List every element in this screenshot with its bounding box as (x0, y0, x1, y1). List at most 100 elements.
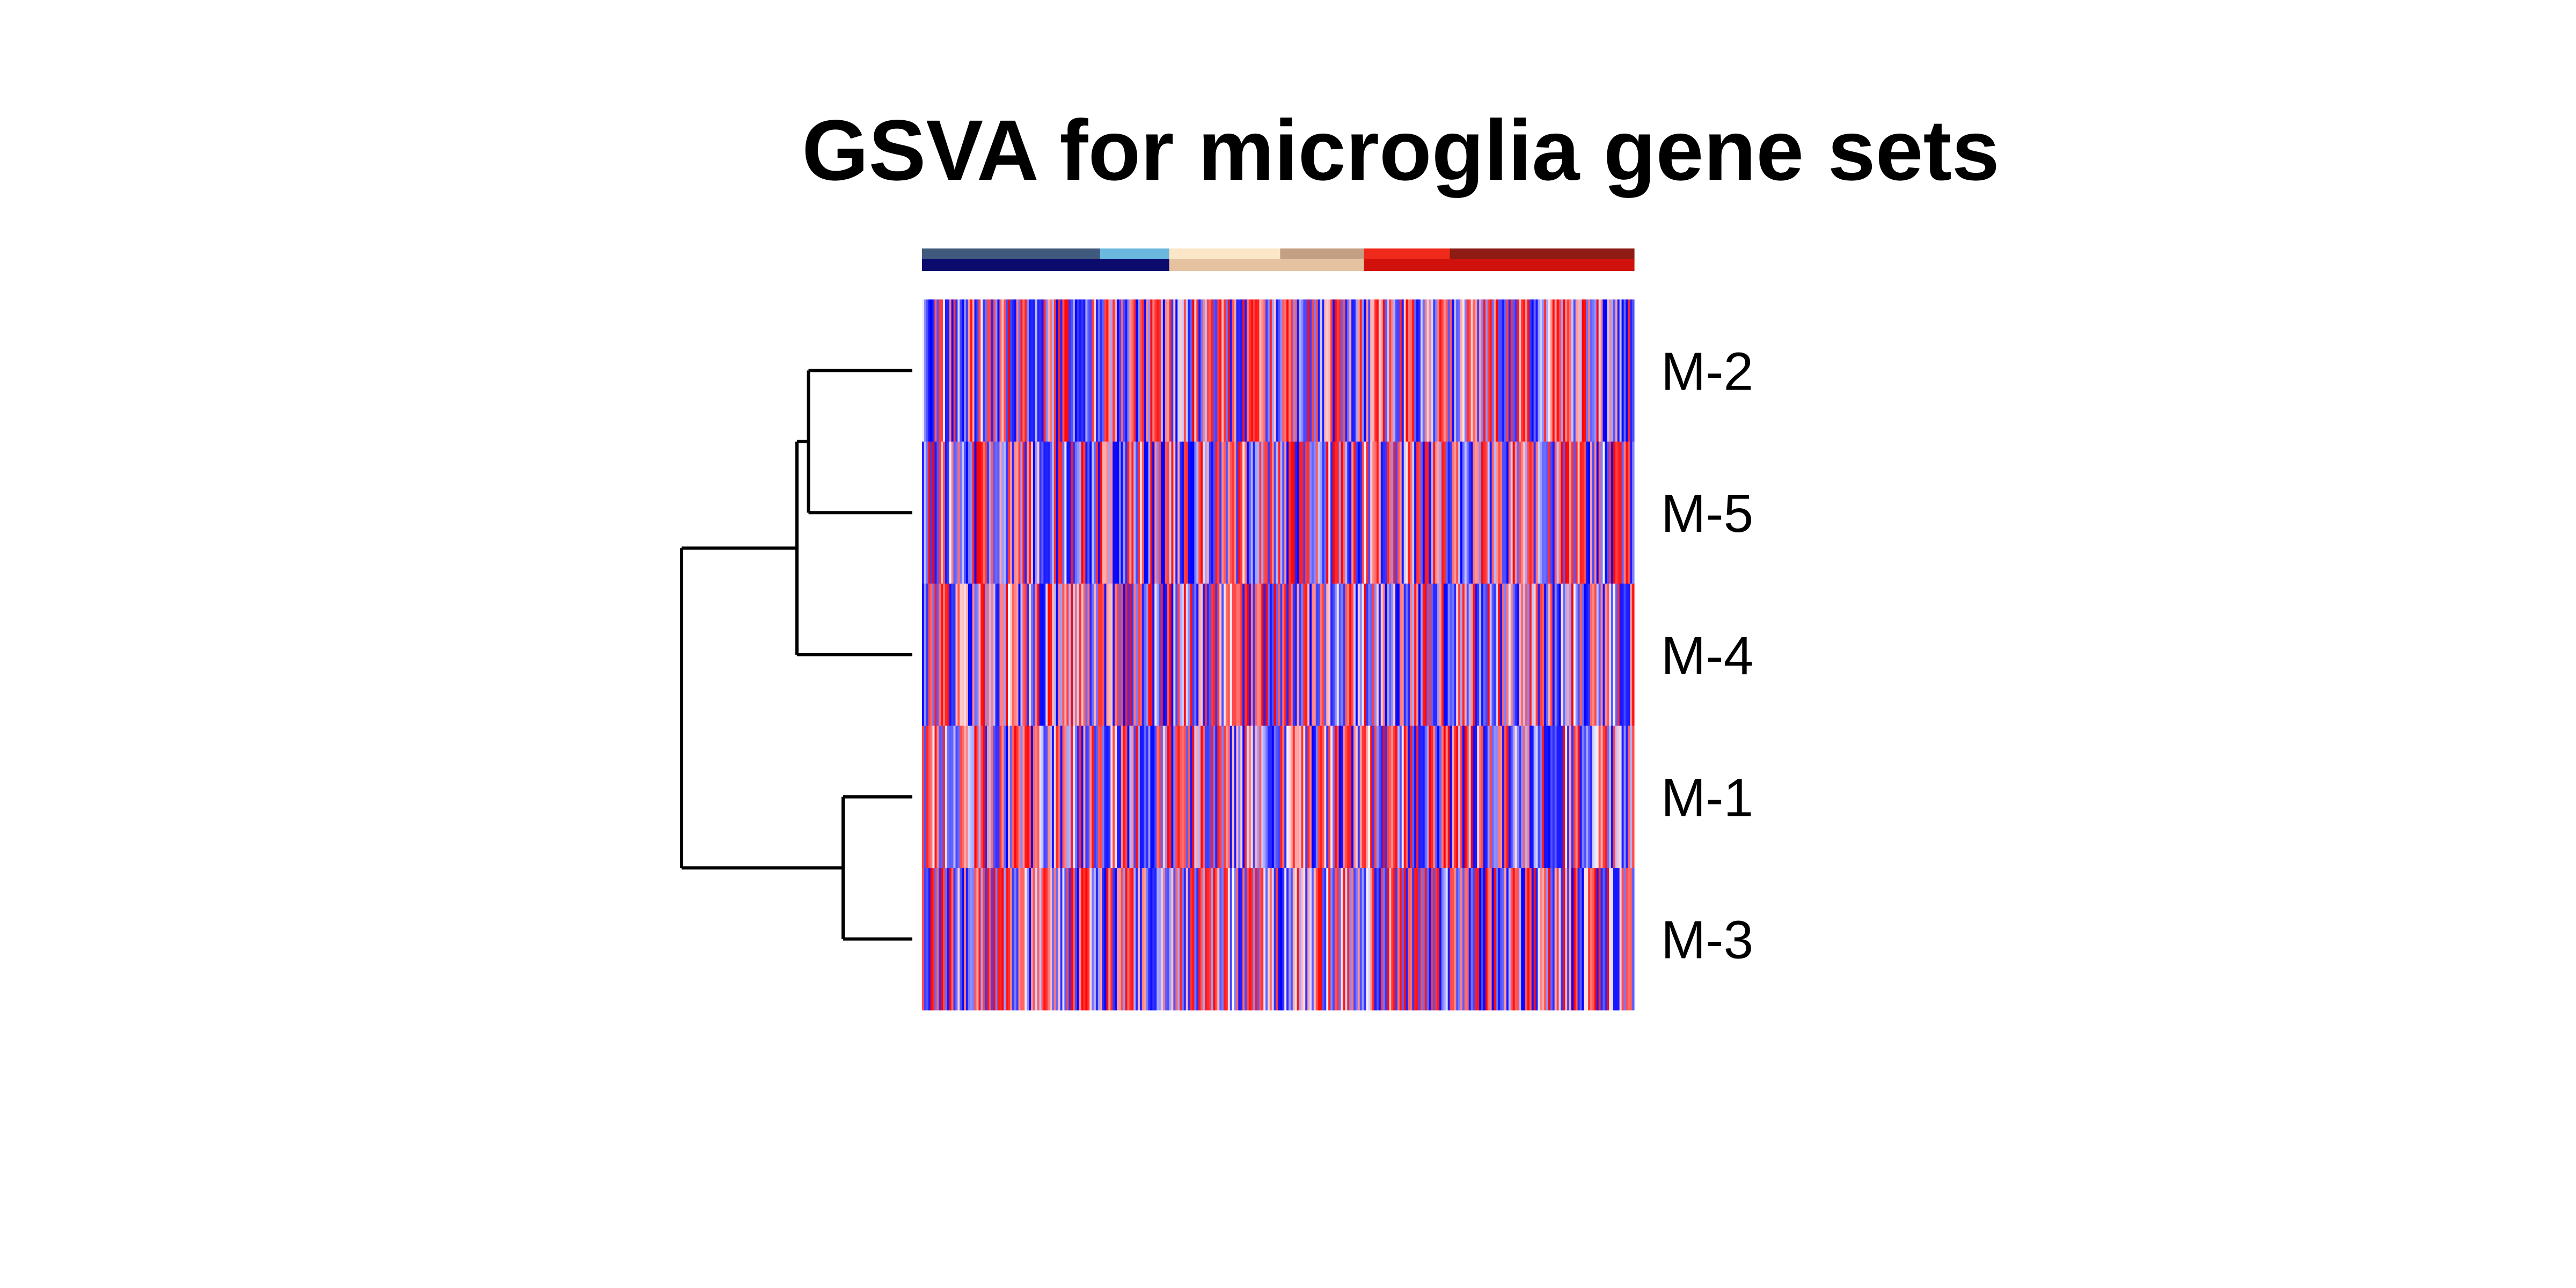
heatmap-cell (1598, 726, 1601, 868)
heatmap-cell (991, 726, 994, 868)
heatmap-cell (1006, 441, 1008, 584)
heatmap-cell (1422, 299, 1425, 442)
heatmap-cell (1552, 583, 1555, 726)
heatmap-cell (1092, 726, 1094, 868)
heatmap-cell (1485, 868, 1488, 1011)
heatmap-cell (941, 299, 943, 442)
heatmap-cell (1322, 299, 1324, 442)
heatmap-cell (1236, 441, 1239, 584)
heatmap-cell (1083, 583, 1086, 726)
heatmap-cell (1586, 868, 1589, 1011)
heatmap-cell (1043, 583, 1046, 726)
heatmap-cell (1245, 441, 1247, 584)
heatmap-cell (1006, 868, 1008, 1011)
heatmap-cell (1106, 868, 1109, 1011)
heatmap-cell (928, 868, 931, 1011)
heatmap-cell (1087, 868, 1090, 1011)
heatmap-cell (1336, 726, 1340, 868)
heatmap-cell (1498, 583, 1501, 726)
heatmap-cell (1085, 726, 1088, 868)
heatmap-cell (932, 441, 935, 584)
heatmap-cell (1236, 868, 1239, 1011)
heatmap-cell (1311, 868, 1314, 1011)
heatmap-cell (978, 299, 981, 442)
heatmap-cell (1097, 441, 1101, 584)
heatmap-cell (1219, 583, 1222, 726)
heatmap-cell (1146, 441, 1149, 584)
heatmap-cell (1521, 441, 1524, 584)
heatmap-cell (983, 299, 985, 442)
heatmap-cell (1542, 583, 1545, 726)
heatmap-cell (1540, 868, 1542, 1011)
heatmap-cell (1324, 726, 1327, 868)
heatmap-cell (1175, 726, 1178, 868)
heatmap-cell (1180, 726, 1182, 868)
heatmap-cell (1056, 441, 1059, 584)
heatmap-cell (962, 726, 964, 868)
heatmap-cell (1378, 583, 1381, 726)
heatmap-cell (1265, 441, 1268, 584)
heatmap-cell (1234, 299, 1237, 442)
heatmap-cell (1062, 726, 1065, 868)
heatmap-cell (1512, 299, 1516, 442)
heatmap-cell (1613, 726, 1616, 868)
heatmap-cell (1089, 868, 1092, 1011)
heatmap-cell (1630, 299, 1633, 442)
heatmap-cell (1190, 583, 1193, 726)
heatmap-cell (1546, 299, 1549, 442)
heatmap-cell (1387, 726, 1389, 868)
heatmap-cell (1037, 299, 1040, 442)
heatmap-cell (1064, 441, 1067, 584)
heatmap-cell (1022, 441, 1025, 584)
heatmap-cell (1069, 868, 1071, 1011)
heatmap-cell (1491, 299, 1495, 442)
heatmap-cell (1225, 726, 1228, 868)
heatmap-cell (1479, 726, 1482, 868)
heatmap-cell (1232, 583, 1235, 726)
heatmap-cell (1605, 868, 1607, 1011)
heatmap-cell (1066, 441, 1069, 584)
heatmap-cell (1378, 726, 1381, 868)
heatmap-cell (1542, 726, 1545, 868)
heatmap-cell (1347, 299, 1350, 442)
heatmap-cell (1196, 441, 1199, 584)
heatmap-cell (1181, 583, 1184, 726)
heatmap-cell (1219, 441, 1222, 584)
heatmap-cell (1422, 726, 1425, 868)
heatmap-cell (1157, 726, 1159, 868)
heatmap-cell (1395, 583, 1398, 726)
heatmap-cell (1483, 441, 1486, 584)
heatmap-cell (1020, 868, 1023, 1011)
heatmap-cell (1519, 726, 1521, 868)
heatmap-cell (1600, 299, 1604, 442)
heatmap-cell (1100, 299, 1103, 442)
heatmap-cell (1048, 583, 1050, 726)
heatmap-cell (1148, 726, 1151, 868)
heatmap-cell (1125, 299, 1128, 442)
heatmap-cell (1334, 726, 1337, 868)
heatmap-cell (1012, 583, 1015, 726)
heatmap-cell (1431, 441, 1433, 584)
heatmap-cell (1033, 726, 1036, 868)
heatmap-cell (1152, 726, 1155, 868)
heatmap-cell (1213, 441, 1216, 584)
heatmap-cell (1148, 868, 1151, 1011)
heatmap-cell (1504, 441, 1507, 584)
heatmap-cell (1297, 868, 1300, 1011)
heatmap-cell (1108, 583, 1111, 726)
heatmap-cell (1548, 441, 1551, 584)
heatmap-cell (1092, 299, 1094, 442)
heatmap-cell (1192, 583, 1195, 726)
heatmap-cell (1165, 583, 1168, 726)
heatmap-cell (1309, 726, 1312, 868)
heatmap-cell (1022, 868, 1025, 1011)
heatmap-cell (1366, 726, 1368, 868)
heatmap-cell (1584, 726, 1586, 868)
heatmap-cell (1188, 868, 1191, 1011)
heatmap-cell (1294, 583, 1298, 726)
heatmap-cell (1095, 868, 1099, 1011)
heatmap-cell (1188, 441, 1191, 584)
heatmap-cell (1315, 299, 1319, 442)
heatmap-cell (1276, 868, 1279, 1011)
heatmap-cell (1160, 583, 1163, 726)
